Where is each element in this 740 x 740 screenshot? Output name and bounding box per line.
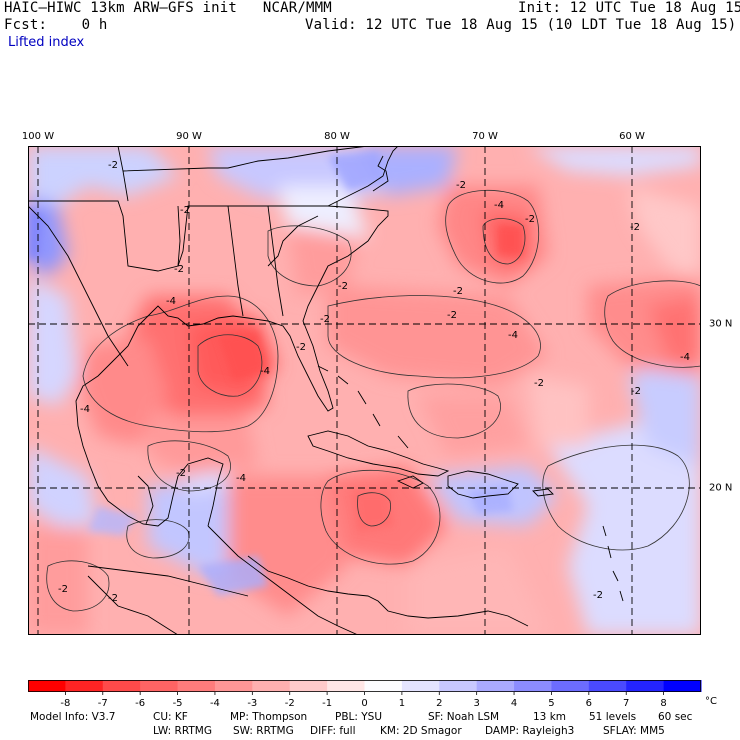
colorbar-tick-label: -8 <box>60 698 70 709</box>
cu-scheme: CU: KF <box>153 711 188 723</box>
contour-label: -4 <box>260 366 270 377</box>
lon-label-100w: 100 W <box>21 131 55 142</box>
colorbar-swatch <box>327 680 365 692</box>
colorbar: -8 -7 -6 -5 -4 -3 -2 -1 0 1 2 3 4 5 6 7 8 °C <box>28 680 717 709</box>
lon-label-60w: 60 W <box>619 131 645 142</box>
lon-label-90w: 90 W <box>176 131 202 142</box>
contour-label: -2 <box>456 180 466 191</box>
contour-label: -2 <box>630 222 640 233</box>
contour-label: -4 <box>494 200 504 211</box>
colorbar-swatch <box>514 680 552 692</box>
contour-label: -2 <box>447 310 457 321</box>
lat-label-30n: 30 N <box>709 318 733 330</box>
valid-time: Valid: 12 UTC Tue 18 Aug 15 (10 LDT Tue … <box>305 17 737 33</box>
contour-label: -2 <box>525 214 535 225</box>
colorbar-swatch <box>140 680 179 692</box>
contour-labels: -2 -2 -2 -4 -4 -4 -2 -4 -2 -2 -2 -2 -4 -… <box>58 160 690 604</box>
forecast-hour: Fcst: 0 h <box>4 17 108 33</box>
colorbar-tick-label: 2 <box>436 698 442 709</box>
sw-scheme: SW: RRTMG <box>233 725 294 737</box>
coastlines <box>28 146 624 635</box>
vertical-levels: 51 levels <box>589 711 637 723</box>
map-frame <box>28 146 701 635</box>
diffusion: DIFF: full <box>310 725 356 737</box>
colorbar-tick-label: -3 <box>247 698 257 709</box>
contour-label: -4 <box>80 404 90 415</box>
colorbar-tick-label: 3 <box>473 698 479 709</box>
init-time: Init: 12 UTC Tue 18 Aug 15 <box>518 0 740 16</box>
colorbar-swatch <box>65 680 104 692</box>
contour-label: -2 <box>108 160 118 171</box>
lifted-index-field <box>28 146 701 635</box>
colorbar-swatch <box>663 680 702 692</box>
colorbar-swatch <box>476 680 515 692</box>
colorbar-tick-label: 8 <box>660 698 666 709</box>
lat-label-20n: 20 N <box>709 482 733 494</box>
colorbar-tick-label: 7 <box>623 698 629 709</box>
time-step: 60 sec <box>658 711 693 723</box>
colorbar-tick-label: -2 <box>285 698 295 709</box>
contour-label: -2 <box>453 286 463 297</box>
contour-label: -4 <box>680 352 690 363</box>
colorbar-swatch <box>289 680 328 692</box>
lon-label-70w: 70 W <box>472 131 498 142</box>
pbl-scheme: PBL: YSU <box>335 711 383 723</box>
colorbar-swatch <box>401 680 440 692</box>
contour-label: -2 <box>534 378 544 389</box>
colorbar-swatch <box>102 680 141 692</box>
colorbar-tick-label: 0 <box>361 698 367 709</box>
colorbar-swatch <box>626 680 665 692</box>
colorbar-tick-label: 1 <box>399 698 405 709</box>
contour-label: -2 <box>296 342 306 353</box>
colorbar-unit: °C <box>705 696 717 707</box>
grid-spacing: 13 km <box>533 711 567 723</box>
lifted-index-map[interactable]: -2 -2 -2 -4 -4 -4 -2 -4 -2 -2 -2 -2 -4 -… <box>28 146 701 635</box>
colorbar-tick-label: -7 <box>98 698 108 709</box>
contour-label: -4 <box>508 330 518 341</box>
sf-scheme: SF: Noah LSM <box>428 711 500 723</box>
colorbar-tick-label: 5 <box>548 698 554 709</box>
contour-label: -2 <box>174 264 184 275</box>
km-option: KM: 2D Smagor <box>380 725 462 737</box>
contour-label: -2 <box>176 468 186 479</box>
colorbar-tick-label: -5 <box>173 698 183 709</box>
lat-lon-grid <box>28 146 701 635</box>
contour-label: -2 <box>631 386 641 397</box>
contour-label: -2 <box>180 205 190 216</box>
lon-label-80w: 80 W <box>324 131 350 142</box>
damping: DAMP: Rayleigh3 <box>485 725 575 737</box>
colorbar-swatch <box>252 680 291 692</box>
contour-label: -2 <box>338 281 348 292</box>
field-name: Lifted index <box>8 35 85 50</box>
colorbar-swatch <box>551 680 590 692</box>
surface-layer: SFLAY: MM5 <box>603 725 665 737</box>
contour-label: -4 <box>166 296 176 307</box>
colorbar-swatch <box>588 680 627 692</box>
contour-label: -2 <box>593 590 603 601</box>
mp-scheme: MP: Thompson <box>230 711 308 723</box>
colorbar-tick-label: -4 <box>210 698 220 709</box>
colorbar-tick-label: -6 <box>135 698 145 709</box>
colorbar-frame <box>28 680 701 692</box>
field-detail <box>28 151 523 596</box>
colorbar-swatch <box>439 680 478 692</box>
model-info: Model Info: V3.7 <box>30 711 116 723</box>
colorbar-swatch <box>28 680 66 692</box>
colorbar-swatch <box>214 680 253 692</box>
colorbar-tick-label: -1 <box>322 698 332 709</box>
contour-label: -4 <box>236 473 246 484</box>
contour-label: -2 <box>320 314 330 325</box>
lw-scheme: LW: RRTMG <box>153 725 212 737</box>
colorbar-swatch <box>364 680 403 692</box>
colorbar-tick-label: 6 <box>586 698 592 709</box>
colorbar-swatch <box>177 680 216 692</box>
contour-label: -2 <box>58 584 68 595</box>
model-title: HAIC–HIWC 13km ARW–GFS init NCAR/MMM <box>4 0 332 16</box>
contour-label: -2 <box>108 593 118 604</box>
colorbar-tick-label: 4 <box>511 698 517 709</box>
